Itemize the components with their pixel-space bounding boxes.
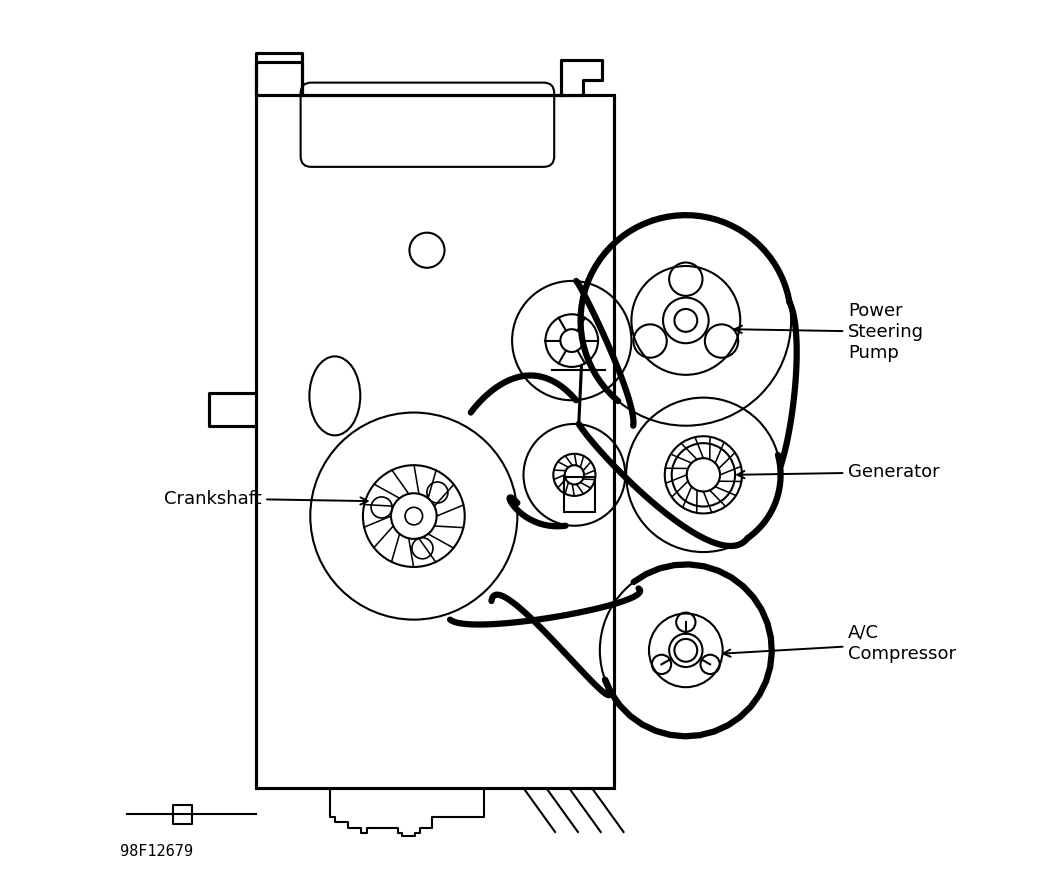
Text: A/C
Compressor: A/C Compressor	[723, 624, 956, 663]
Text: Crankshaft: Crankshaft	[163, 489, 367, 508]
Text: Generator: Generator	[737, 464, 940, 481]
Bar	[564, 477, 595, 511]
Text: Power
Steering
Pump: Power Steering Pump	[735, 302, 925, 362]
Bar	[255, 94, 614, 789]
Text: 98F12679: 98F12679	[119, 843, 193, 858]
